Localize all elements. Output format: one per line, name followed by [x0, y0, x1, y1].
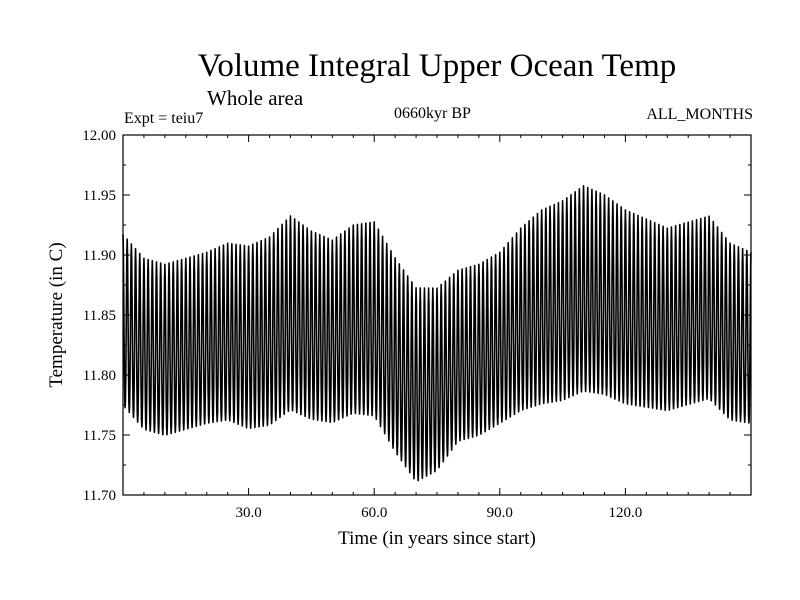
- period-label: 0660kyr BP: [394, 105, 471, 122]
- x-tick-label: 30.0: [235, 505, 261, 521]
- series-line: [122, 184, 752, 482]
- y-axis-title: Temperature (in C): [46, 242, 67, 387]
- ticks-layer: 30.0 60.0 90.0 120.0 11.70 11.75 11.80 11.85 11.…: [82, 128, 751, 521]
- x-tick-label: 60.0: [361, 505, 387, 521]
- x-axis-title: Time (in years since start): [338, 528, 536, 549]
- months-label: ALL_MONTHS: [646, 106, 753, 123]
- y-tick-label: 12.00: [82, 128, 116, 144]
- x-tick-label: 90.0: [487, 505, 513, 521]
- y-tick-label: 11.95: [83, 188, 116, 204]
- y-tick-label: 11.80: [83, 368, 116, 384]
- x-tick-label: 120.0: [609, 505, 643, 521]
- chart-subtitle: Whole area: [207, 86, 304, 110]
- y-tick-label: 11.75: [83, 428, 116, 444]
- y-tick-label: 11.90: [83, 248, 116, 264]
- chart-title: Volume Integral Upper Ocean Temp: [197, 48, 677, 84]
- y-tick-label: 11.70: [83, 488, 116, 504]
- y-tick-label: 11.85: [83, 308, 116, 324]
- experiment-label: Expt = teiu7: [124, 110, 204, 127]
- series-layer: [122, 184, 752, 482]
